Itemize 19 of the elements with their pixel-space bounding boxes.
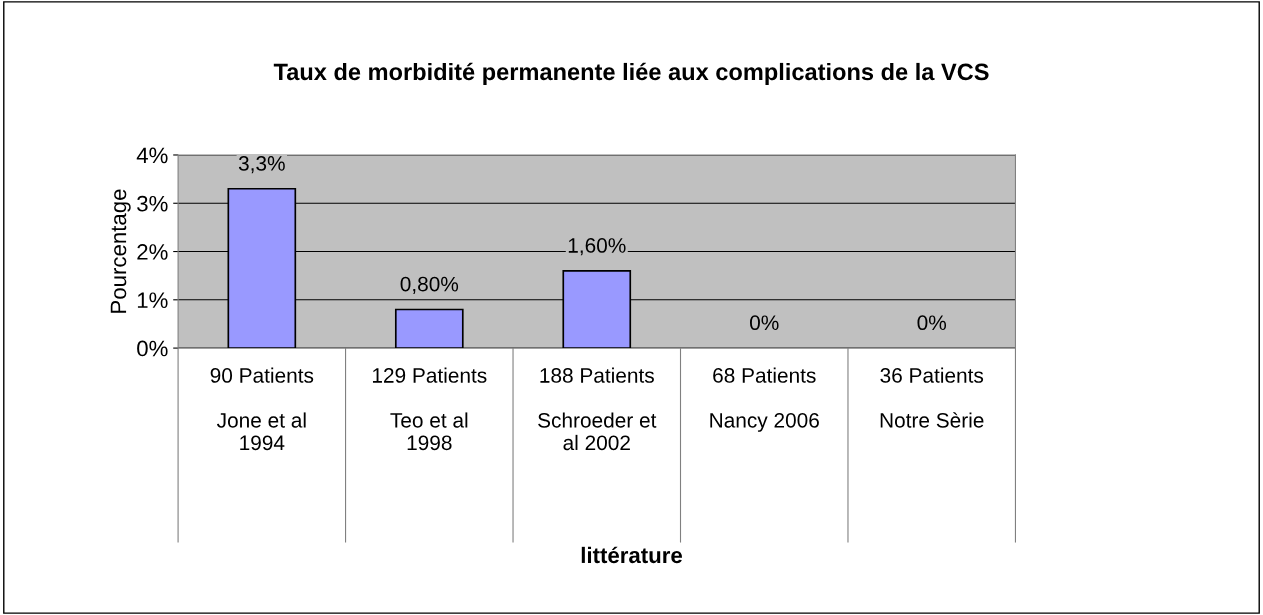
- data-label: 3,3%: [238, 156, 285, 174]
- data-label: 0,80%: [400, 276, 459, 294]
- bar: [394, 308, 464, 349]
- data-label: 0%: [917, 315, 947, 331]
- category-label: 90 Patients Jone et al 1994: [210, 367, 314, 451]
- data-label: 0%: [750, 315, 779, 331]
- category-label: 68 Patients Nancy 2006: [710, 367, 819, 432]
- category-label: 188 Patients Schroeder et al 2002: [538, 367, 657, 451]
- y-tick-label: 2%: [137, 244, 168, 260]
- data-label: 1,60%: [568, 238, 626, 256]
- y-tick-label: 3%: [137, 195, 168, 212]
- y-tick-label: 4%: [136, 147, 168, 164]
- category-label: 129 Patients Teo et al 1998: [372, 367, 487, 451]
- y-tick-label: 1%: [137, 292, 168, 308]
- y-tick-label: 0%: [137, 340, 168, 357]
- chart-title: Taux de morbidité permanente liée aux complications de la VCS: [273, 62, 989, 85]
- text: littérature: [581, 546, 682, 564]
- y-axis-title: Pourcentage: [110, 189, 131, 313]
- category-label: 36 Patients Notre Sèrie: [880, 367, 984, 428]
